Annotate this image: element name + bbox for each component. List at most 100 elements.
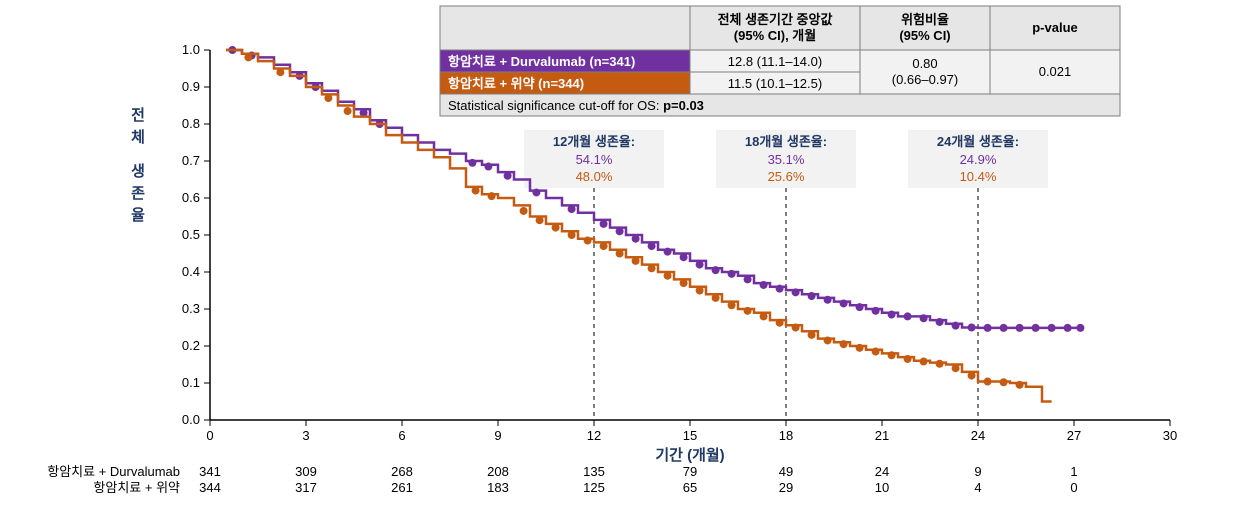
risk-value: 125 bbox=[583, 480, 605, 495]
table-hr-ci: (0.66–0.97) bbox=[892, 72, 959, 87]
censor-mark-arm1 bbox=[728, 270, 736, 278]
censor-mark-arm1 bbox=[1048, 324, 1056, 332]
risk-row-label: 항암치료 + Durvalumab bbox=[47, 464, 180, 479]
x-axis-title: 기간 (개월) bbox=[655, 446, 724, 464]
risk-value: 49 bbox=[779, 464, 793, 479]
censor-mark-arm1 bbox=[872, 307, 880, 315]
y-tick-label: 0.4 bbox=[182, 264, 200, 279]
survival-annot-v1: 24.9% bbox=[960, 152, 997, 167]
censor-mark-arm2 bbox=[472, 187, 480, 195]
censor-mark-arm1 bbox=[1032, 324, 1040, 332]
x-tick-label: 0 bbox=[206, 428, 213, 443]
table-median: 11.5 (10.1–12.5) bbox=[728, 76, 822, 91]
censor-mark-arm2 bbox=[344, 107, 352, 115]
survival-annot-title: 24개월 생존율: bbox=[937, 134, 1019, 149]
y-tick-label: 0.3 bbox=[182, 301, 200, 316]
censor-mark-arm1 bbox=[504, 172, 512, 180]
risk-value: 9 bbox=[974, 464, 981, 479]
survival-annot-v1: 54.1% bbox=[576, 152, 613, 167]
censor-mark-arm2 bbox=[552, 224, 560, 232]
table-arm-label: 항암치료 + Durvalumab (n=341) bbox=[448, 54, 635, 69]
censor-mark-arm2 bbox=[856, 344, 864, 352]
table-arm-label: 항암치료 + 위약 (n=344) bbox=[448, 76, 584, 91]
censor-mark-arm1 bbox=[968, 324, 976, 332]
censor-mark-arm2 bbox=[568, 231, 576, 239]
censor-mark-arm2 bbox=[744, 307, 752, 315]
y-tick-label: 0.6 bbox=[182, 190, 200, 205]
censor-mark-arm2 bbox=[520, 207, 528, 215]
y-axis-title-char: 생 bbox=[131, 163, 145, 180]
censor-mark-arm2 bbox=[760, 312, 768, 320]
x-tick-label: 27 bbox=[1067, 428, 1081, 443]
censor-mark-arm2 bbox=[984, 378, 992, 386]
censor-mark-arm2 bbox=[584, 237, 592, 245]
censor-mark-arm2 bbox=[872, 348, 880, 356]
censor-mark-arm2 bbox=[536, 216, 544, 224]
censor-mark-arm2 bbox=[1000, 378, 1008, 386]
risk-value: 268 bbox=[391, 464, 413, 479]
table-hr: 0.80 bbox=[912, 56, 937, 71]
risk-value: 79 bbox=[683, 464, 697, 479]
censor-mark-arm1 bbox=[760, 281, 768, 289]
censor-mark-arm1 bbox=[1076, 324, 1084, 332]
censor-mark-arm2 bbox=[824, 336, 832, 344]
censor-mark-arm2 bbox=[952, 364, 960, 372]
censor-mark-arm2 bbox=[1016, 381, 1024, 389]
censor-mark-arm2 bbox=[840, 340, 848, 348]
censor-mark-arm1 bbox=[1064, 324, 1072, 332]
table-header: 위험비율 bbox=[901, 12, 949, 27]
table-header: (95% CI), 개월 bbox=[734, 28, 816, 43]
table-header: p-value bbox=[1032, 20, 1078, 35]
risk-value: 29 bbox=[779, 480, 793, 495]
censor-mark-arm1 bbox=[952, 322, 960, 330]
censor-mark-arm1 bbox=[888, 311, 896, 319]
censor-mark-arm2 bbox=[776, 319, 784, 327]
risk-value: 208 bbox=[487, 464, 509, 479]
censor-mark-arm2 bbox=[648, 264, 656, 272]
y-tick-label: 0.0 bbox=[182, 412, 200, 427]
table-header: (95% CI) bbox=[899, 28, 950, 43]
x-tick-label: 6 bbox=[398, 428, 405, 443]
y-axis-title-char: 율 bbox=[131, 207, 145, 224]
censor-mark-arm1 bbox=[920, 314, 928, 322]
censor-mark-arm2 bbox=[936, 360, 944, 368]
censor-mark-arm1 bbox=[616, 227, 624, 235]
risk-value: 183 bbox=[487, 480, 509, 495]
censor-mark-arm2 bbox=[888, 351, 896, 359]
y-axis-title-char: 존 bbox=[131, 185, 145, 202]
x-tick-label: 9 bbox=[494, 428, 501, 443]
risk-value: 341 bbox=[199, 464, 221, 479]
y-tick-label: 0.5 bbox=[182, 227, 200, 242]
censor-mark-arm2 bbox=[808, 331, 816, 339]
x-tick-label: 30 bbox=[1163, 428, 1177, 443]
censor-mark-arm1 bbox=[1016, 324, 1024, 332]
censor-mark-arm1 bbox=[744, 275, 752, 283]
table-p: 0.021 bbox=[1039, 64, 1072, 79]
risk-value: 24 bbox=[875, 464, 889, 479]
risk-value: 135 bbox=[583, 464, 605, 479]
censor-mark-arm1 bbox=[484, 163, 492, 171]
x-tick-label: 18 bbox=[779, 428, 793, 443]
censor-mark-arm2 bbox=[244, 53, 252, 61]
censor-mark-arm1 bbox=[648, 242, 656, 250]
risk-row-label: 항암치료 + 위약 bbox=[93, 480, 180, 495]
censor-mark-arm1 bbox=[468, 159, 476, 167]
censor-mark-arm2 bbox=[920, 358, 928, 366]
censor-mark-arm1 bbox=[984, 324, 992, 332]
censor-mark-arm2 bbox=[680, 279, 688, 287]
censor-mark-arm1 bbox=[1000, 324, 1008, 332]
censor-mark-arm1 bbox=[824, 296, 832, 304]
y-axis-title-char: 체 bbox=[131, 129, 145, 146]
censor-mark-arm1 bbox=[712, 266, 720, 274]
survival-annot-title: 18개월 생존율: bbox=[745, 134, 827, 149]
censor-mark-arm2 bbox=[276, 68, 284, 76]
survival-annot-v2: 48.0% bbox=[576, 169, 613, 184]
censor-mark-arm2 bbox=[712, 294, 720, 302]
survival-annot-v2: 25.6% bbox=[768, 169, 805, 184]
risk-value: 309 bbox=[295, 464, 317, 479]
table-footer: Statistical significance cut-off for OS:… bbox=[448, 98, 704, 113]
censor-mark-arm1 bbox=[696, 261, 704, 269]
censor-mark-arm1 bbox=[776, 285, 784, 293]
risk-value: 10 bbox=[875, 480, 889, 495]
y-tick-label: 0.8 bbox=[182, 116, 200, 131]
